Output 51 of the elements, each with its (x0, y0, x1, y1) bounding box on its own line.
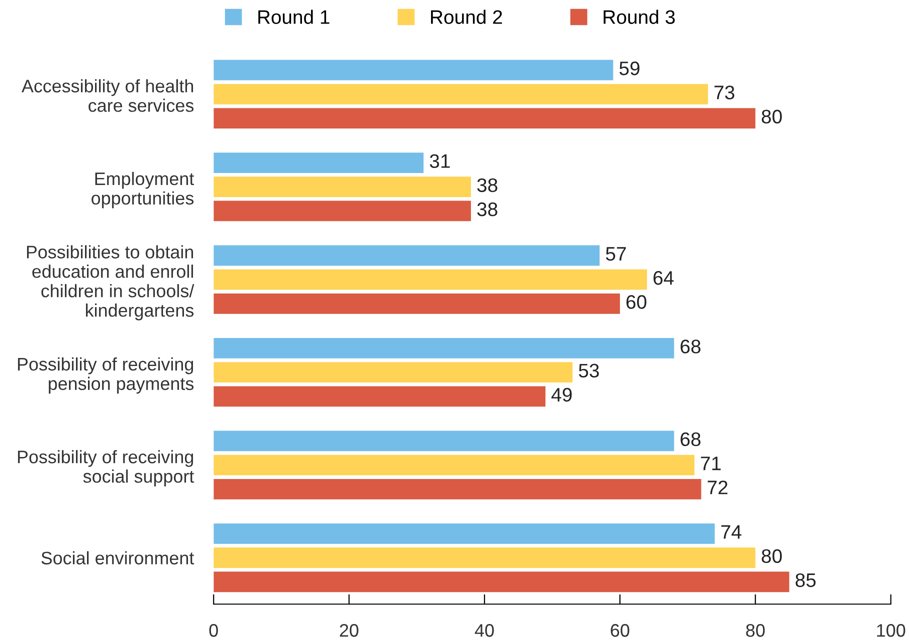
y-tick-label: Possibilities to obtain education and enroll children in schools/ kindergartens (27, 245, 194, 320)
y-tick-label: Possibility of receiving social support (18, 450, 194, 486)
data-label: 68 (680, 340, 700, 354)
x-tick-label: 40 (474, 624, 494, 637)
bar (214, 338, 674, 358)
data-label: 71 (700, 456, 721, 470)
data-label: 57 (606, 247, 626, 261)
bar (214, 523, 715, 544)
y-tick-label: Social environment (41, 551, 194, 564)
data-label: 60 (626, 295, 646, 309)
bar (214, 478, 702, 500)
data-label: 53 (578, 364, 599, 378)
data-label: 31 (430, 154, 450, 168)
data-label: 64 (654, 271, 674, 285)
data-label: 68 (680, 432, 700, 446)
data-label: 38 (477, 202, 498, 216)
legend-label: Round 3 (604, 10, 675, 24)
bar (214, 269, 648, 290)
bar (214, 572, 790, 592)
x-tick-label: 60 (610, 624, 630, 637)
data-label: 59 (620, 62, 640, 76)
bar (214, 60, 614, 80)
y-tick-label: Employment opportunities (92, 172, 194, 208)
data-label: 38 (477, 178, 498, 192)
bar (214, 386, 546, 407)
data-label: 49 (551, 388, 572, 402)
bar (214, 454, 694, 476)
y-tick-label: Accessibility of health care services (22, 79, 194, 112)
legend-label: Round 2 (431, 10, 502, 24)
bar (214, 362, 573, 383)
bar (214, 200, 471, 222)
x-tick-label: 0 (209, 624, 218, 637)
bar (214, 548, 756, 568)
legend-label: Round 1 (258, 10, 330, 24)
bar (214, 84, 708, 104)
x-tick-label: 100 (877, 624, 906, 637)
data-label: 80 (762, 549, 782, 563)
bar (214, 108, 756, 128)
bar (214, 294, 620, 314)
data-label: 72 (708, 480, 728, 494)
data-label: 85 (796, 573, 816, 588)
bar (214, 245, 600, 266)
x-tick-label: 80 (746, 624, 765, 637)
bar (214, 430, 674, 452)
bar (214, 176, 471, 198)
x-tick-label: 20 (340, 624, 358, 637)
data-label: 74 (721, 525, 742, 539)
data-label: 73 (714, 86, 734, 100)
y-tick-label: Possibility of receiving pension payments (18, 357, 194, 394)
data-label: 80 (762, 110, 782, 124)
bar (214, 152, 424, 173)
